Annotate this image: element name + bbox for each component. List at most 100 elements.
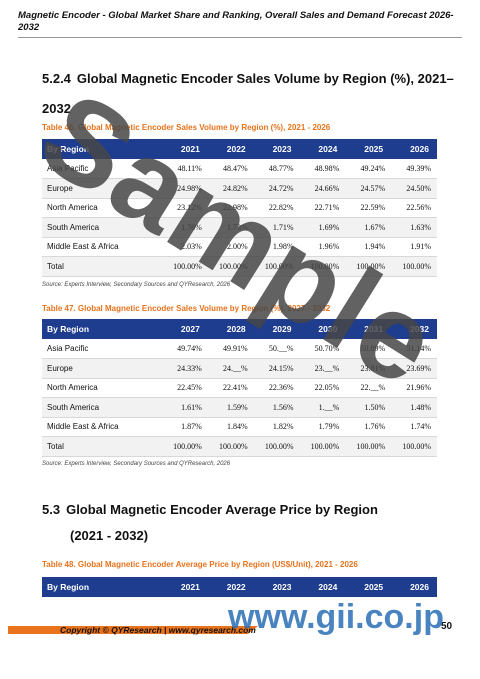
column-header-year: 2025 [345,139,392,159]
value-cell: 22.59% [345,198,392,218]
value-cell: 22.98% [207,198,254,218]
column-header-year: 2031 [345,319,392,339]
table-row: Europe 24.98% 24.82% 24.72% 24.66% 24.57% 24.5… [42,178,437,199]
table-row: North America 23.12% 22.98% 22.82% 22.71% 22.… [42,198,437,218]
value-cell: 2.00% [207,237,254,257]
value-cell: 22.41% [207,378,254,398]
value-cell: 22.71% [299,198,346,218]
value-cell: 22.56% [391,198,437,218]
value-cell: 1.94% [345,237,392,257]
value-cell: 48.77% [253,159,300,179]
value-cell: 100.00% [391,256,437,277]
region-cell: North America [42,198,162,218]
value-cell: 1.61% [162,397,208,418]
value-cell: 1.79% [299,417,346,437]
document-header-title: Magnetic Encoder - Global Market Share a… [18,10,454,33]
value-cell: 2.03% [162,237,208,257]
value-cell: 24.72% [253,178,300,199]
value-cell: 100.00% [162,256,208,277]
column-header-region: By Region [42,319,162,339]
value-cell: 24.__% [207,358,254,379]
value-cell: 50.89% [345,339,392,359]
region-cell: North America [42,378,162,398]
value-cell: 23.69% [391,358,437,379]
value-cell: 1.76% [162,217,208,238]
value-cell: 49.91% [207,339,254,359]
value-cell: 1.67% [345,217,392,238]
table-row: Middle East & Africa 1.87% 1.84% 1.82% 1.79%… [42,417,437,437]
value-cell: 100.00% [391,436,437,457]
region-cell: Asia Pacific [42,159,162,179]
value-cell: 1.48% [391,397,437,418]
column-header-year: 2021 [162,139,208,159]
value-cell: 24.98% [162,178,208,199]
table-row: Total 100.00% 100.00% 100.00% 100.00% 100.00%… [42,436,437,457]
region-cell: Middle East & Africa [42,417,162,437]
table-46: By Region 2021 2022 2023 2024 2025 2026 Asia P… [42,139,437,277]
value-cell: 1.74% [391,417,437,437]
value-cell: 100.00% [207,436,254,457]
footer-accent-bar [8,626,258,634]
column-header-year: 2024 [299,577,346,597]
section-title-5-3: 5.3 Global Magnetic Encoder Average Price… [42,497,378,549]
value-cell: 49.74% [162,339,208,359]
region-cell: Europe [42,358,162,379]
table-header-row: By Region 2021 2022 2023 2024 2025 2026 [42,577,437,597]
table-46-caption: Table 46. Global Magnetic Encoder Sales … [42,123,331,132]
value-cell: 23.81% [345,358,392,379]
section-title-5-2-4: 5.2.4 Global Magnetic Encoder Sales Volum… [42,64,454,124]
table-row: Asia Pacific 49.74% 49.91% 50.__% 50.70% 50.8… [42,339,437,359]
value-cell: 100.00% [299,256,346,277]
table-row: Total 100.00% 100.00% 100.00% 100.00% 100.00%… [42,256,437,277]
column-header-year: 2026 [391,139,437,159]
value-cell: 24.15% [253,358,300,379]
table-row: South America 1.76% 1.73% 1.71% 1.69% 1.67% 1.… [42,217,437,238]
value-cell: 1.84% [207,417,254,437]
table-row: Europe 24.33% 24.__% 24.15% 23.__% 23.81% 23.6… [42,358,437,379]
table-row: North America 22.45% 22.41% 22.36% 22.05% 22.… [42,378,437,398]
column-header-year: 2028 [207,319,254,339]
value-cell: 1.71% [253,217,300,238]
region-cell: South America [42,397,162,418]
column-header-year: 2021 [162,577,208,597]
value-cell: 49.24% [345,159,392,179]
value-cell: 24.50% [391,178,437,199]
section-title-line2: (2021 - 2032) [70,528,149,543]
value-cell: 24.66% [299,178,346,199]
value-cell: 1.87% [162,417,208,437]
value-cell: 49.39% [391,159,437,179]
value-cell: 1.73% [207,217,254,238]
value-cell: 23.12% [162,198,208,218]
region-cell: Total [42,256,162,277]
column-header-year: 2024 [299,139,346,159]
section-title-line2: 2032 [42,101,71,116]
region-cell: South America [42,217,162,238]
table-header-row: By Region 2027 2028 2029 2030 2031 2032 [42,319,437,339]
region-cell: Middle East & Africa [42,237,162,257]
table-46-source: Source: Experts Interview, Secondary Sou… [42,282,231,288]
value-cell: 1.63% [391,217,437,238]
header-divider [18,37,462,38]
value-cell: 1.98% [253,237,300,257]
column-header-region: By Region [42,577,162,597]
column-header-year: 2026 [391,577,437,597]
value-cell: 1.76% [345,417,392,437]
table-header-row: By Region 2021 2022 2023 2024 2025 2026 [42,139,437,159]
value-cell: 1.82% [253,417,300,437]
value-cell: 50.__% [253,339,300,359]
value-cell: 23.__% [299,358,346,379]
value-cell: 100.00% [207,256,254,277]
value-cell: 48.98% [299,159,346,179]
section-number: 5.3 [42,502,61,517]
value-cell: 22.__% [345,378,392,398]
column-header-year: 2029 [253,319,300,339]
page-number: 50 [441,621,453,632]
value-cell: 48.47% [207,159,254,179]
value-cell: 1.50% [345,397,392,418]
value-cell: 22.45% [162,378,208,398]
value-cell: 100.00% [345,256,392,277]
value-cell: 22.36% [253,378,300,398]
value-cell: 22.05% [299,378,346,398]
column-header-year: 2022 [207,139,254,159]
value-cell: 1.69% [299,217,346,238]
